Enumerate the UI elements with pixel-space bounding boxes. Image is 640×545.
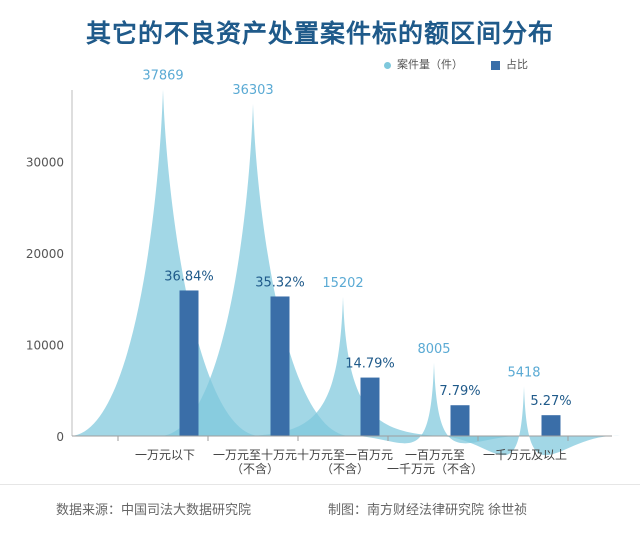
y-tick-label: 0 bbox=[56, 430, 64, 444]
x-category-label: 十万元至一百万元 bbox=[297, 448, 393, 462]
x-category-label: （不含） bbox=[231, 461, 279, 476]
count-spike-4 bbox=[342, 362, 530, 444]
share-bar-2 bbox=[270, 296, 290, 436]
count-spike-5 bbox=[432, 386, 620, 456]
count-series bbox=[71, 89, 620, 456]
share-label-3: 14.79% bbox=[345, 357, 395, 372]
credit-note: 制图：南方财经法律研究院 徐世祯 bbox=[328, 503, 528, 518]
x-category-label: 一万元至十万元 bbox=[213, 448, 297, 462]
share-bar-1 bbox=[179, 290, 199, 436]
count-label-2: 36303 bbox=[232, 83, 273, 98]
y-tick-label: 20000 bbox=[26, 247, 64, 261]
share-label-5: 5.27% bbox=[530, 394, 571, 409]
share-bar-3 bbox=[360, 377, 380, 436]
y-tick-label: 30000 bbox=[26, 156, 64, 170]
count-label-5: 5418 bbox=[507, 365, 540, 380]
count-label-1: 37869 bbox=[142, 68, 183, 83]
share-label-1: 36.84% bbox=[164, 269, 214, 284]
x-category-label: （不含） bbox=[321, 461, 369, 476]
legend-item-share: 占比 bbox=[491, 56, 528, 72]
x-category-label: 一百万元至 bbox=[405, 448, 465, 462]
share-label-2: 35.32% bbox=[255, 275, 305, 290]
share-bar-5 bbox=[541, 415, 561, 436]
count-label-4: 8005 bbox=[417, 342, 450, 357]
count-spike-2 bbox=[161, 103, 349, 437]
footer: 数据来源：中国司法大数据研究院 制图：南方财经法律研究院 徐世祯 bbox=[0, 484, 640, 545]
legend-swatch-count-icon bbox=[384, 61, 391, 69]
x-category-label: 一千万元及以上 bbox=[483, 448, 567, 462]
share-label-4: 7.79% bbox=[439, 384, 480, 399]
chart-plot: 0 10000 20000 30000 37869 36303 15202 8005 5418 3… bbox=[26, 68, 620, 476]
chart-title: 其它的不良资产处置案件标的额区间分布 bbox=[85, 19, 554, 48]
count-spike-1 bbox=[71, 89, 259, 436]
share-bar-4 bbox=[450, 405, 470, 436]
count-spike-3 bbox=[251, 296, 439, 436]
count-label-3: 15202 bbox=[322, 276, 363, 291]
y-tick-label: 10000 bbox=[26, 339, 64, 353]
legend-item-count: 案件量（件） bbox=[384, 56, 463, 72]
source-note: 数据来源：中国司法大数据研究院 bbox=[56, 503, 252, 518]
x-category-label: 一万元以下 bbox=[135, 448, 195, 462]
legend-label-count: 案件量（件） bbox=[397, 58, 463, 71]
x-category-label: 一千万元（不含） bbox=[387, 461, 483, 476]
legend-label-share: 占比 bbox=[506, 58, 528, 71]
legend-swatch-share-icon bbox=[491, 60, 500, 70]
